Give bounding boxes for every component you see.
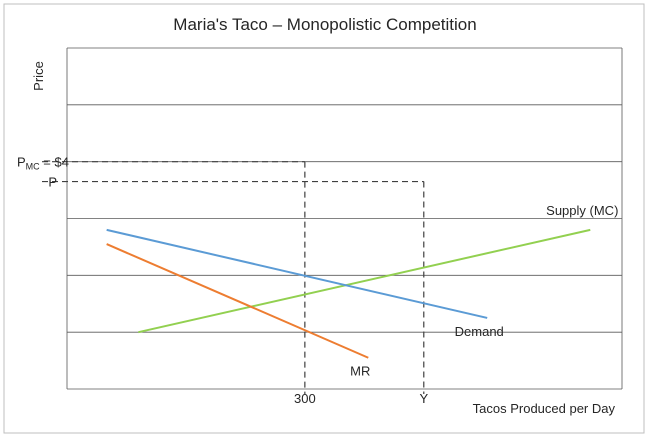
series-line-mr	[106, 243, 369, 359]
y-tick-labels: PMC = $4P	[17, 155, 69, 190]
x-tick-label: 300	[294, 391, 316, 406]
y-tick-label: P	[48, 175, 57, 190]
y-tick-label-rest: = $4	[40, 155, 69, 170]
series-labels: Supply (MC) Demand MR	[350, 203, 618, 379]
x-tick-labels: 300 Y	[294, 391, 428, 406]
y-tick-label: PMC = $4	[17, 155, 69, 172]
chart-title: Maria's Taco – Monopolistic Competition	[173, 15, 476, 34]
dashed-guides	[42, 161, 425, 394]
series-label-supply-mc: Supply (MC)	[546, 203, 618, 218]
series-lines	[106, 228, 591, 359]
series-label-demand: Demand	[455, 324, 504, 339]
series-label-mr: MR	[350, 364, 370, 379]
y-tick-label-subscript: MC	[26, 162, 40, 172]
y-tick-label-main: P	[48, 175, 57, 190]
x-tick-label: Y	[419, 391, 428, 406]
series-line-supply-mc	[138, 228, 591, 334]
series-line-demand	[106, 228, 488, 319]
y-tick-label-main: P	[17, 155, 26, 170]
x-axis-label: Tacos Produced per Day	[473, 401, 616, 416]
gridlines	[66, 47, 623, 390]
y-axis-label: Price	[31, 61, 46, 91]
